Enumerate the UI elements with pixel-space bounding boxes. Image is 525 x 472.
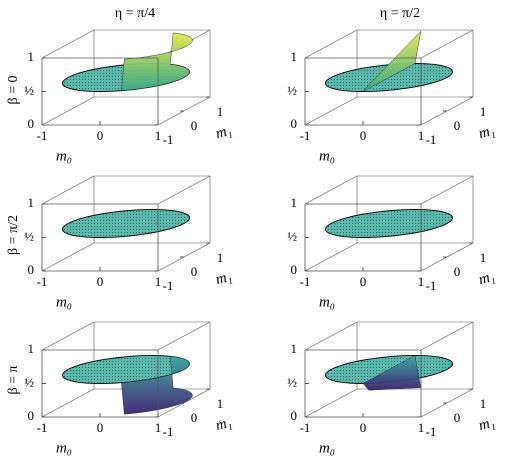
y-axis-label: m₁ [214, 415, 234, 435]
x-tick-label: 0 [97, 420, 104, 435]
box-edge [304, 388, 358, 418]
z-tick-label: 1 [28, 195, 35, 210]
z-tick-label: 1 [291, 341, 298, 356]
x-tick-label: 0 [97, 128, 104, 143]
box-edge [420, 175, 474, 205]
x-tick-label: 1 [155, 420, 162, 435]
row-label: β = 0 [6, 75, 21, 104]
x-axis-label: m₀ [319, 440, 335, 456]
y-tick-label: 0 [191, 118, 198, 133]
x-tick-label: -1 [37, 128, 48, 143]
box-edge [41, 388, 95, 418]
y-axis-label: m₁ [477, 269, 497, 289]
x-tick-label: 0 [360, 274, 367, 289]
box-edge [304, 96, 358, 126]
disc [61, 209, 191, 238]
z-tick-label: 0 [291, 262, 298, 277]
x-tick-label: -1 [37, 274, 48, 289]
box-edge [41, 242, 95, 272]
x-axis-label: m₀ [56, 148, 72, 164]
z-tick-label: 0 [28, 408, 35, 423]
x-tick-label: 0 [360, 128, 367, 143]
x-tick-label: 1 [418, 274, 425, 289]
y-tick-label: 1 [217, 250, 224, 265]
y-axis-label: m₁ [214, 123, 234, 143]
x-tick-label: 1 [155, 128, 162, 143]
box-edge [304, 175, 358, 205]
box-edge [41, 29, 95, 59]
x-axis-label: m₀ [319, 148, 335, 164]
x-tick-label: 1 [418, 420, 425, 435]
z-tick-label: 0 [291, 408, 298, 423]
disc [324, 209, 454, 238]
z-tick-label: ½ [24, 374, 34, 389]
y-tick-label: -1 [163, 132, 174, 147]
box-edge [157, 321, 211, 351]
y-tick-label: 0 [454, 410, 461, 425]
z-tick-label: 1 [291, 49, 298, 64]
surface-wall [121, 356, 193, 415]
y-axis-label: m₁ [214, 269, 234, 289]
box-edge [304, 29, 358, 59]
x-tick-label: -1 [37, 420, 48, 435]
row-label: β = π [6, 365, 21, 394]
surface-wall [121, 32, 193, 91]
box-edge [420, 321, 474, 351]
y-tick-label: 1 [480, 250, 487, 265]
z-tick-label: 1 [28, 341, 35, 356]
column-title: η = π/2 [380, 6, 420, 21]
z-tick-label: ½ [287, 374, 297, 389]
z-tick-label: ½ [287, 228, 297, 243]
y-tick-label: 0 [191, 410, 198, 425]
z-tick-label: 1 [291, 195, 298, 210]
z-tick-label: ½ [24, 228, 34, 243]
y-tick-label: 0 [191, 264, 198, 279]
y-tick-label: 1 [217, 104, 224, 119]
row-label: β = π/2 [6, 215, 21, 255]
y-axis-label: m₁ [477, 415, 497, 435]
box-edge [41, 321, 95, 351]
z-tick-label: 0 [28, 262, 35, 277]
y-tick-label: 1 [480, 104, 487, 119]
z-tick-label: ½ [287, 82, 297, 97]
box-edge [41, 96, 95, 126]
box-edge [304, 321, 358, 351]
x-tick-label: 0 [360, 420, 367, 435]
z-tick-label: ½ [24, 82, 34, 97]
y-tick-label: -1 [163, 278, 174, 293]
x-tick-label: -1 [300, 420, 311, 435]
x-tick-label: 1 [155, 274, 162, 289]
box-edge [420, 29, 474, 59]
x-tick-label: -1 [300, 274, 311, 289]
x-tick-label: 0 [97, 274, 104, 289]
y-tick-label: -1 [163, 424, 174, 439]
y-tick-label: -1 [426, 132, 437, 147]
x-axis-label: m₀ [56, 440, 72, 456]
x-tick-label: 1 [418, 128, 425, 143]
surface-wall [362, 30, 422, 92]
x-axis-label: m₀ [319, 294, 335, 310]
y-axis-label: m₁ [477, 123, 497, 143]
y-tick-label: -1 [426, 424, 437, 439]
z-tick-label: 0 [28, 116, 35, 131]
y-tick-label: 1 [480, 396, 487, 411]
box-edge [41, 175, 95, 205]
box-edge [304, 242, 358, 272]
z-tick-label: 0 [291, 116, 298, 131]
x-tick-label: -1 [300, 128, 311, 143]
y-tick-label: 0 [454, 118, 461, 133]
y-tick-label: -1 [426, 278, 437, 293]
x-axis-label: m₀ [56, 294, 72, 310]
y-tick-label: 1 [217, 396, 224, 411]
y-tick-label: 0 [454, 264, 461, 279]
box-edge [157, 175, 211, 205]
z-tick-label: 1 [28, 49, 35, 64]
column-title: η = π/4 [115, 6, 155, 21]
